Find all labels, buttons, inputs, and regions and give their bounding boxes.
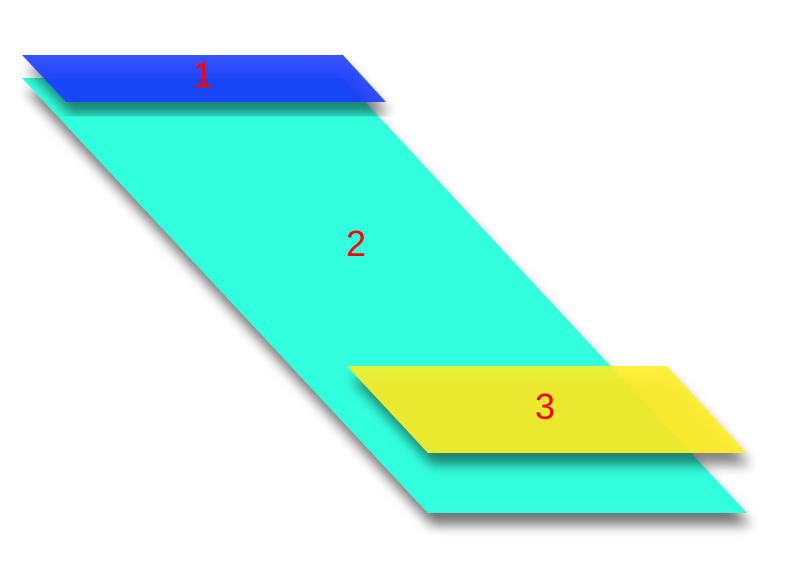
- shape-1-label: 1: [193, 54, 213, 95]
- shape-1-body: [22, 55, 386, 102]
- shape-3: 3: [347, 366, 747, 453]
- shape-3-label: 3: [535, 386, 555, 427]
- shape-3-body: [347, 366, 747, 453]
- shape-1: 1: [22, 54, 386, 102]
- shape-2-label: 2: [346, 223, 366, 264]
